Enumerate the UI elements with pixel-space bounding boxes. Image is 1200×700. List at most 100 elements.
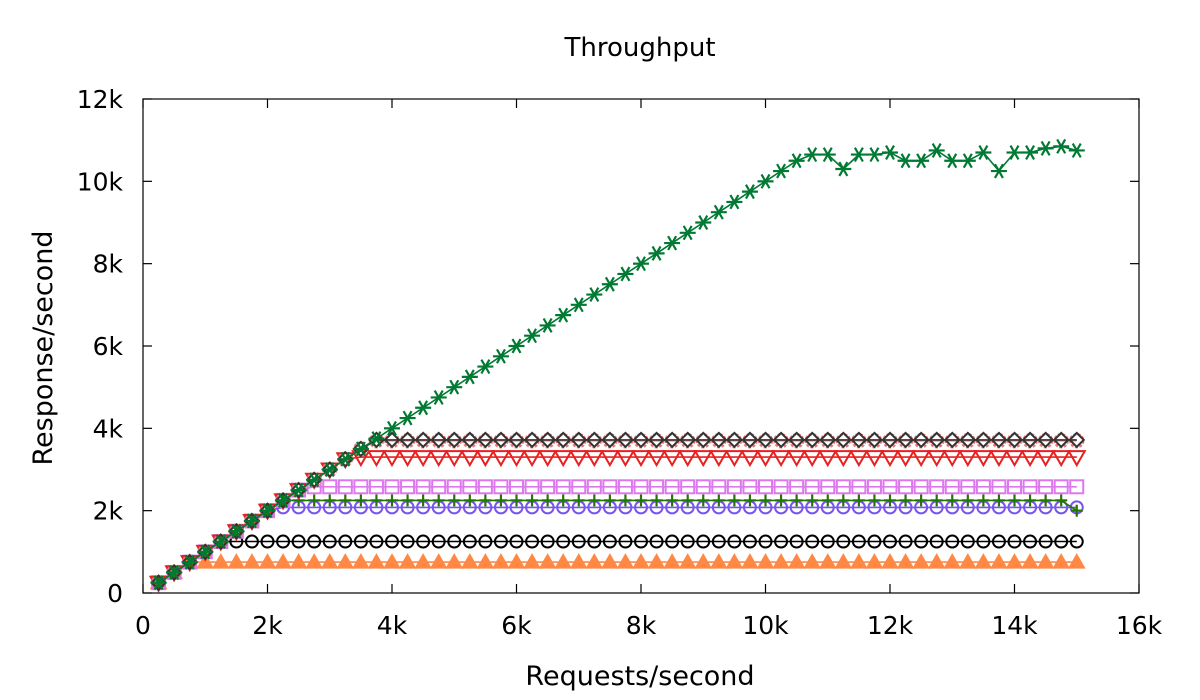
data-point xyxy=(695,479,711,495)
data-point xyxy=(367,553,386,569)
data-point xyxy=(400,479,416,495)
data-point xyxy=(569,450,589,468)
data-point xyxy=(851,479,867,495)
data-point xyxy=(694,431,712,449)
data-point xyxy=(787,553,806,569)
y-tick-label: 8k xyxy=(93,250,124,279)
data-point xyxy=(632,431,650,449)
data-point xyxy=(928,142,945,158)
data-point xyxy=(430,389,447,405)
data-point xyxy=(694,553,713,569)
data-point xyxy=(397,450,418,468)
data-point xyxy=(835,161,852,177)
data-point xyxy=(914,534,929,549)
data-point xyxy=(741,431,759,449)
series-0 xyxy=(150,138,1085,591)
data-point xyxy=(555,479,571,495)
data-point xyxy=(895,450,916,468)
data-point xyxy=(959,153,976,169)
data-point xyxy=(587,534,602,549)
data-point xyxy=(383,553,401,569)
data-point xyxy=(494,494,507,507)
data-point xyxy=(802,450,822,468)
data-point xyxy=(508,338,525,354)
data-point xyxy=(275,492,292,508)
data-point xyxy=(554,553,573,569)
data-point xyxy=(618,534,633,549)
data-point xyxy=(773,163,790,179)
data-point xyxy=(415,400,432,416)
data-point xyxy=(898,534,913,549)
y-tick-label: 12k xyxy=(77,85,124,114)
data-point xyxy=(413,450,433,468)
data-point xyxy=(243,513,260,529)
data-point xyxy=(712,494,725,507)
data-point xyxy=(678,553,697,569)
data-point xyxy=(447,534,462,549)
data-point xyxy=(958,553,977,569)
data-point xyxy=(432,494,445,507)
data-point xyxy=(711,534,726,549)
data-point xyxy=(789,479,805,495)
data-point xyxy=(445,553,464,569)
data-point xyxy=(463,494,476,507)
data-point xyxy=(709,450,729,468)
data-point xyxy=(974,431,992,449)
data-point xyxy=(820,479,836,495)
data-point xyxy=(307,534,322,549)
data-point xyxy=(929,534,944,549)
data-point xyxy=(475,450,496,468)
data-point xyxy=(1054,534,1069,549)
data-point xyxy=(648,245,665,261)
data-point xyxy=(461,431,479,449)
data-point xyxy=(631,450,651,468)
data-point xyxy=(414,553,432,569)
data-point xyxy=(759,494,772,507)
data-point xyxy=(322,479,338,495)
data-point xyxy=(461,369,478,385)
data-point xyxy=(585,431,603,449)
data-point xyxy=(897,153,914,169)
data-point xyxy=(646,450,667,468)
data-point xyxy=(1052,553,1071,569)
data-point xyxy=(1022,479,1038,495)
data-point xyxy=(677,450,698,468)
x-tick-label: 14k xyxy=(991,611,1038,640)
data-point xyxy=(850,431,868,449)
data-point xyxy=(864,450,885,468)
data-point xyxy=(1039,494,1052,507)
data-point xyxy=(1067,553,1086,569)
data-point xyxy=(462,479,478,495)
series-layer xyxy=(148,138,1087,593)
data-point xyxy=(415,479,431,495)
data-point xyxy=(880,450,900,468)
data-point xyxy=(166,564,183,580)
data-point xyxy=(588,494,601,507)
x-tick-label: 6k xyxy=(501,611,532,640)
axis-ticks: 0 2k 4k 6k 8k 10k 12k 14k 16k 0 2k 4k 6k 8k 10k 12k xyxy=(77,85,1163,640)
x-tick-label: 2k xyxy=(252,611,283,640)
data-point xyxy=(429,553,448,569)
data-point xyxy=(958,450,978,468)
data-point xyxy=(1006,431,1023,449)
data-point xyxy=(337,451,354,467)
data-point xyxy=(523,431,541,449)
data-point xyxy=(352,553,370,569)
data-point xyxy=(553,450,573,468)
data-point xyxy=(912,431,930,449)
data-point xyxy=(1053,479,1069,495)
data-point xyxy=(728,494,741,507)
data-point xyxy=(710,431,728,449)
data-point xyxy=(819,431,837,449)
data-point xyxy=(850,553,868,569)
data-point xyxy=(693,450,713,468)
data-point xyxy=(911,450,931,468)
data-point xyxy=(510,494,523,507)
data-point xyxy=(322,534,337,549)
data-point xyxy=(274,553,292,569)
data-point xyxy=(788,153,805,169)
data-point xyxy=(1068,431,1086,449)
data-point xyxy=(836,534,851,549)
data-point xyxy=(882,479,898,495)
data-point xyxy=(445,431,463,449)
